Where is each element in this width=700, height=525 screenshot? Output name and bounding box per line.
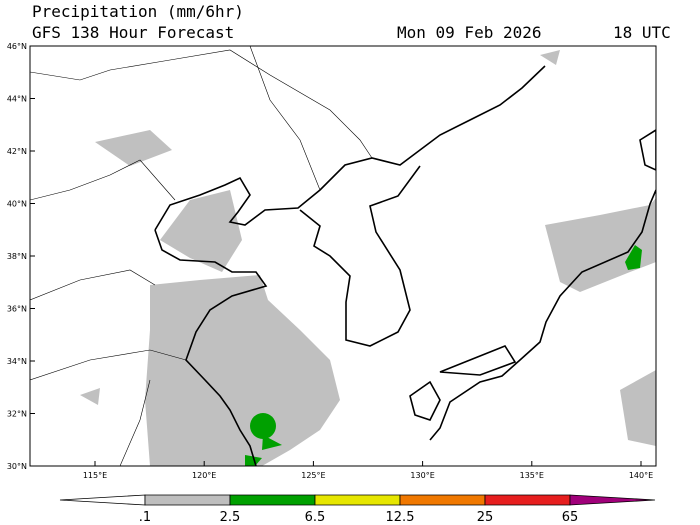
forecast-date: Mon 09 Feb 2026 xyxy=(397,23,542,42)
lat-tick-label: 46°N xyxy=(7,42,27,51)
colorbar-segment xyxy=(569,494,656,506)
colorbar-label: .1 xyxy=(139,510,151,525)
lon-tick-label: 135°E xyxy=(520,471,544,480)
colorbar-segment xyxy=(229,494,316,506)
precip-light xyxy=(80,50,656,466)
colorbar: .1 2.5 6.5 12.5 25 65 xyxy=(59,494,656,525)
colorbar-segment xyxy=(59,494,146,506)
lat-tick-label: 44°N xyxy=(7,95,27,104)
title: Precipitation (mm/6hr) xyxy=(32,2,244,21)
lat-tick-label: 32°N xyxy=(7,410,27,419)
lat-tick-label: 40°N xyxy=(7,200,27,209)
colorbar-label: 12.5 xyxy=(386,510,415,525)
subtitle: GFS 138 Hour Forecast xyxy=(32,23,234,42)
borders xyxy=(30,46,373,466)
precip-moderate xyxy=(245,245,642,466)
lon-tick-label: 120°E xyxy=(192,471,216,480)
colorbar-label: 2.5 xyxy=(220,510,241,525)
lon-tick-label: 130°E xyxy=(410,471,434,480)
colorbar-segment xyxy=(484,494,571,506)
lat-tick-label: 30°N xyxy=(7,462,27,471)
colorbar-segment xyxy=(144,494,231,506)
lon-tick-label: 115°E xyxy=(83,471,107,480)
lon-tick-label: 125°E xyxy=(301,471,325,480)
lat-tick-label: 34°N xyxy=(7,357,27,366)
colorbar-label: 25 xyxy=(477,510,494,525)
map: 30°N 32°N 34°N 36°N 38°N 40°N 42°N 44°N 46°N 115°… xyxy=(7,42,657,480)
colorbar-label: 65 xyxy=(562,510,579,525)
colorbar-segment xyxy=(399,494,486,506)
lat-tick-label: 38°N xyxy=(7,252,27,261)
forecast-time: 18 UTC xyxy=(613,23,671,42)
lon-tick-label: 140°E xyxy=(629,471,653,480)
coastlines xyxy=(154,65,656,466)
lat-tick-label: 36°N xyxy=(7,305,27,314)
lat-tick-label: 42°N xyxy=(7,147,27,156)
colorbar-label: 6.5 xyxy=(305,510,326,525)
colorbar-segment xyxy=(314,494,401,506)
